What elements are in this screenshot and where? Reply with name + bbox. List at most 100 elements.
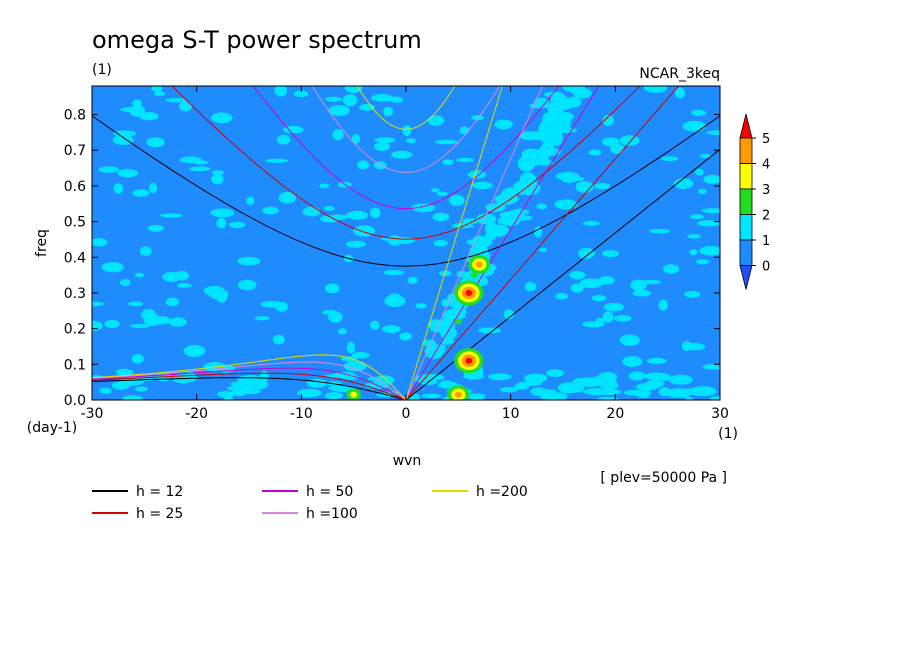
y-tick-label: 0.1 [64,357,86,373]
spectrum-patch [371,94,393,102]
spectrum-patch [272,334,285,345]
spectrum-patch [274,86,288,97]
gravity-curve [171,86,641,240]
legend-label: h = 25 [136,506,183,522]
spectrum-patch [237,279,257,291]
spectrum-patch [246,196,255,206]
spectrum-patch [555,292,569,300]
y-tick-label: 0.5 [64,215,86,231]
spectrum-patch [383,106,394,117]
spectrum-patch [189,166,211,172]
spectrum-patch [120,107,143,113]
spectrum-patch [328,214,349,220]
spectrum-patch [421,393,442,399]
spectrum-patch [594,182,611,190]
spectrum-patch [499,211,522,219]
spectrum-patch [698,188,707,195]
spectrum-patch [579,278,603,289]
y-tick-label: 0.0 [64,393,86,409]
spectrum-patch [439,317,456,332]
kelvin-curve [405,86,543,400]
spectrum-patch [353,225,376,237]
spectrum-patch [351,134,361,144]
gravity-curve [92,115,720,267]
spectrum-patch [524,281,537,292]
spectrum-patch [499,386,518,393]
spectrum-patch [539,247,548,252]
colorbar-segment [739,137,753,164]
colorbar: 0 1 2 3 4 5 [739,113,770,290]
spectrum-patch [92,238,108,247]
spectrum-patch [674,87,686,99]
spectrum-patch [165,98,188,103]
spectrum-patch [622,356,643,367]
spectrum-patch [475,213,497,225]
spectrum-patch [278,191,297,204]
spectrum-patch [431,188,440,193]
spectrum-patch [168,317,187,327]
spectrum-patch [623,389,644,396]
spectrum-patch [374,137,396,144]
x-tick-label: -20 [185,406,208,422]
spectrum-patch [603,302,625,312]
spectrum-patch [276,134,291,145]
spectrum-patch [441,338,454,345]
legend-label: h =100 [306,506,358,522]
gravity-curve [311,86,501,173]
kelvin-curve [405,86,503,400]
spectrum-patch [706,130,720,136]
rossby-curve [92,372,407,400]
spectrum-patch [373,142,391,151]
spectrum-patch [632,289,652,297]
spectrum-patch [165,297,180,307]
spectrum-patch [613,315,632,322]
spectrum-patch [455,157,475,163]
spectrum-patch [703,174,720,184]
y-tick-label: 0.3 [64,286,86,302]
spectrum-patch [594,375,610,383]
spectrum-patch [405,138,416,144]
x-axis-label: wvn [393,453,422,469]
spectrum-patch [591,294,607,302]
spectrum-patch [340,374,360,380]
spectrum-patch [160,213,183,218]
hotspot-level [475,261,483,268]
spectrum-patch [442,159,454,166]
colorbar-cap-bottom [739,265,753,290]
spectrum-patch [346,240,366,248]
spectrum-patch [467,170,487,179]
spectrum-patch [141,308,157,321]
spectrum-patch [132,99,143,108]
hotspots [346,255,491,400]
spectrum-patch [663,264,680,274]
spectrum-patch [534,226,543,238]
spectrum-patch [211,170,225,175]
spectrum-patch [588,149,602,156]
spectrum-patch [610,143,625,154]
spectrum-patch [147,224,164,232]
spectrum-patch [128,301,144,307]
spectrum-patch [117,169,139,178]
x-units-label: (1) [718,426,738,442]
spectrum-patch [448,194,465,207]
spectrum-patch [399,332,413,341]
spectrum-patch [540,393,558,400]
spectrum-patch [92,301,104,307]
spectrum-patch [570,87,584,95]
spectrum-patch [254,316,270,321]
spectrum-patch [681,340,692,352]
spectrum-patch [328,105,350,116]
spectrum-patch [99,387,112,395]
spectrum-patch [535,128,559,140]
spectrum-patch [709,396,720,400]
spectrum-patch [658,299,668,311]
chart-title: omega S-T power spectrum [92,26,422,54]
spectrum-patch [442,311,454,320]
spectrum-patch [695,168,704,176]
colorbar-label: 2 [762,209,770,224]
spectrum-patch [296,388,322,398]
spectrum-patch [478,327,502,334]
x-tick-label: -30 [81,406,104,422]
spectrum-patch [148,182,158,194]
